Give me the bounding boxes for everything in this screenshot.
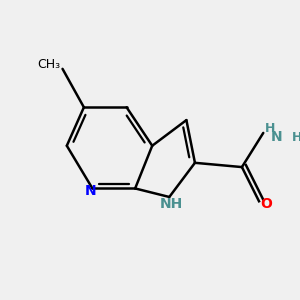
Text: N: N bbox=[271, 130, 283, 144]
Text: H: H bbox=[292, 131, 300, 144]
Text: CH₃: CH₃ bbox=[38, 58, 61, 71]
Text: O: O bbox=[260, 196, 272, 211]
Text: NH: NH bbox=[160, 197, 183, 211]
Text: H: H bbox=[265, 122, 275, 135]
Text: N: N bbox=[84, 184, 96, 198]
